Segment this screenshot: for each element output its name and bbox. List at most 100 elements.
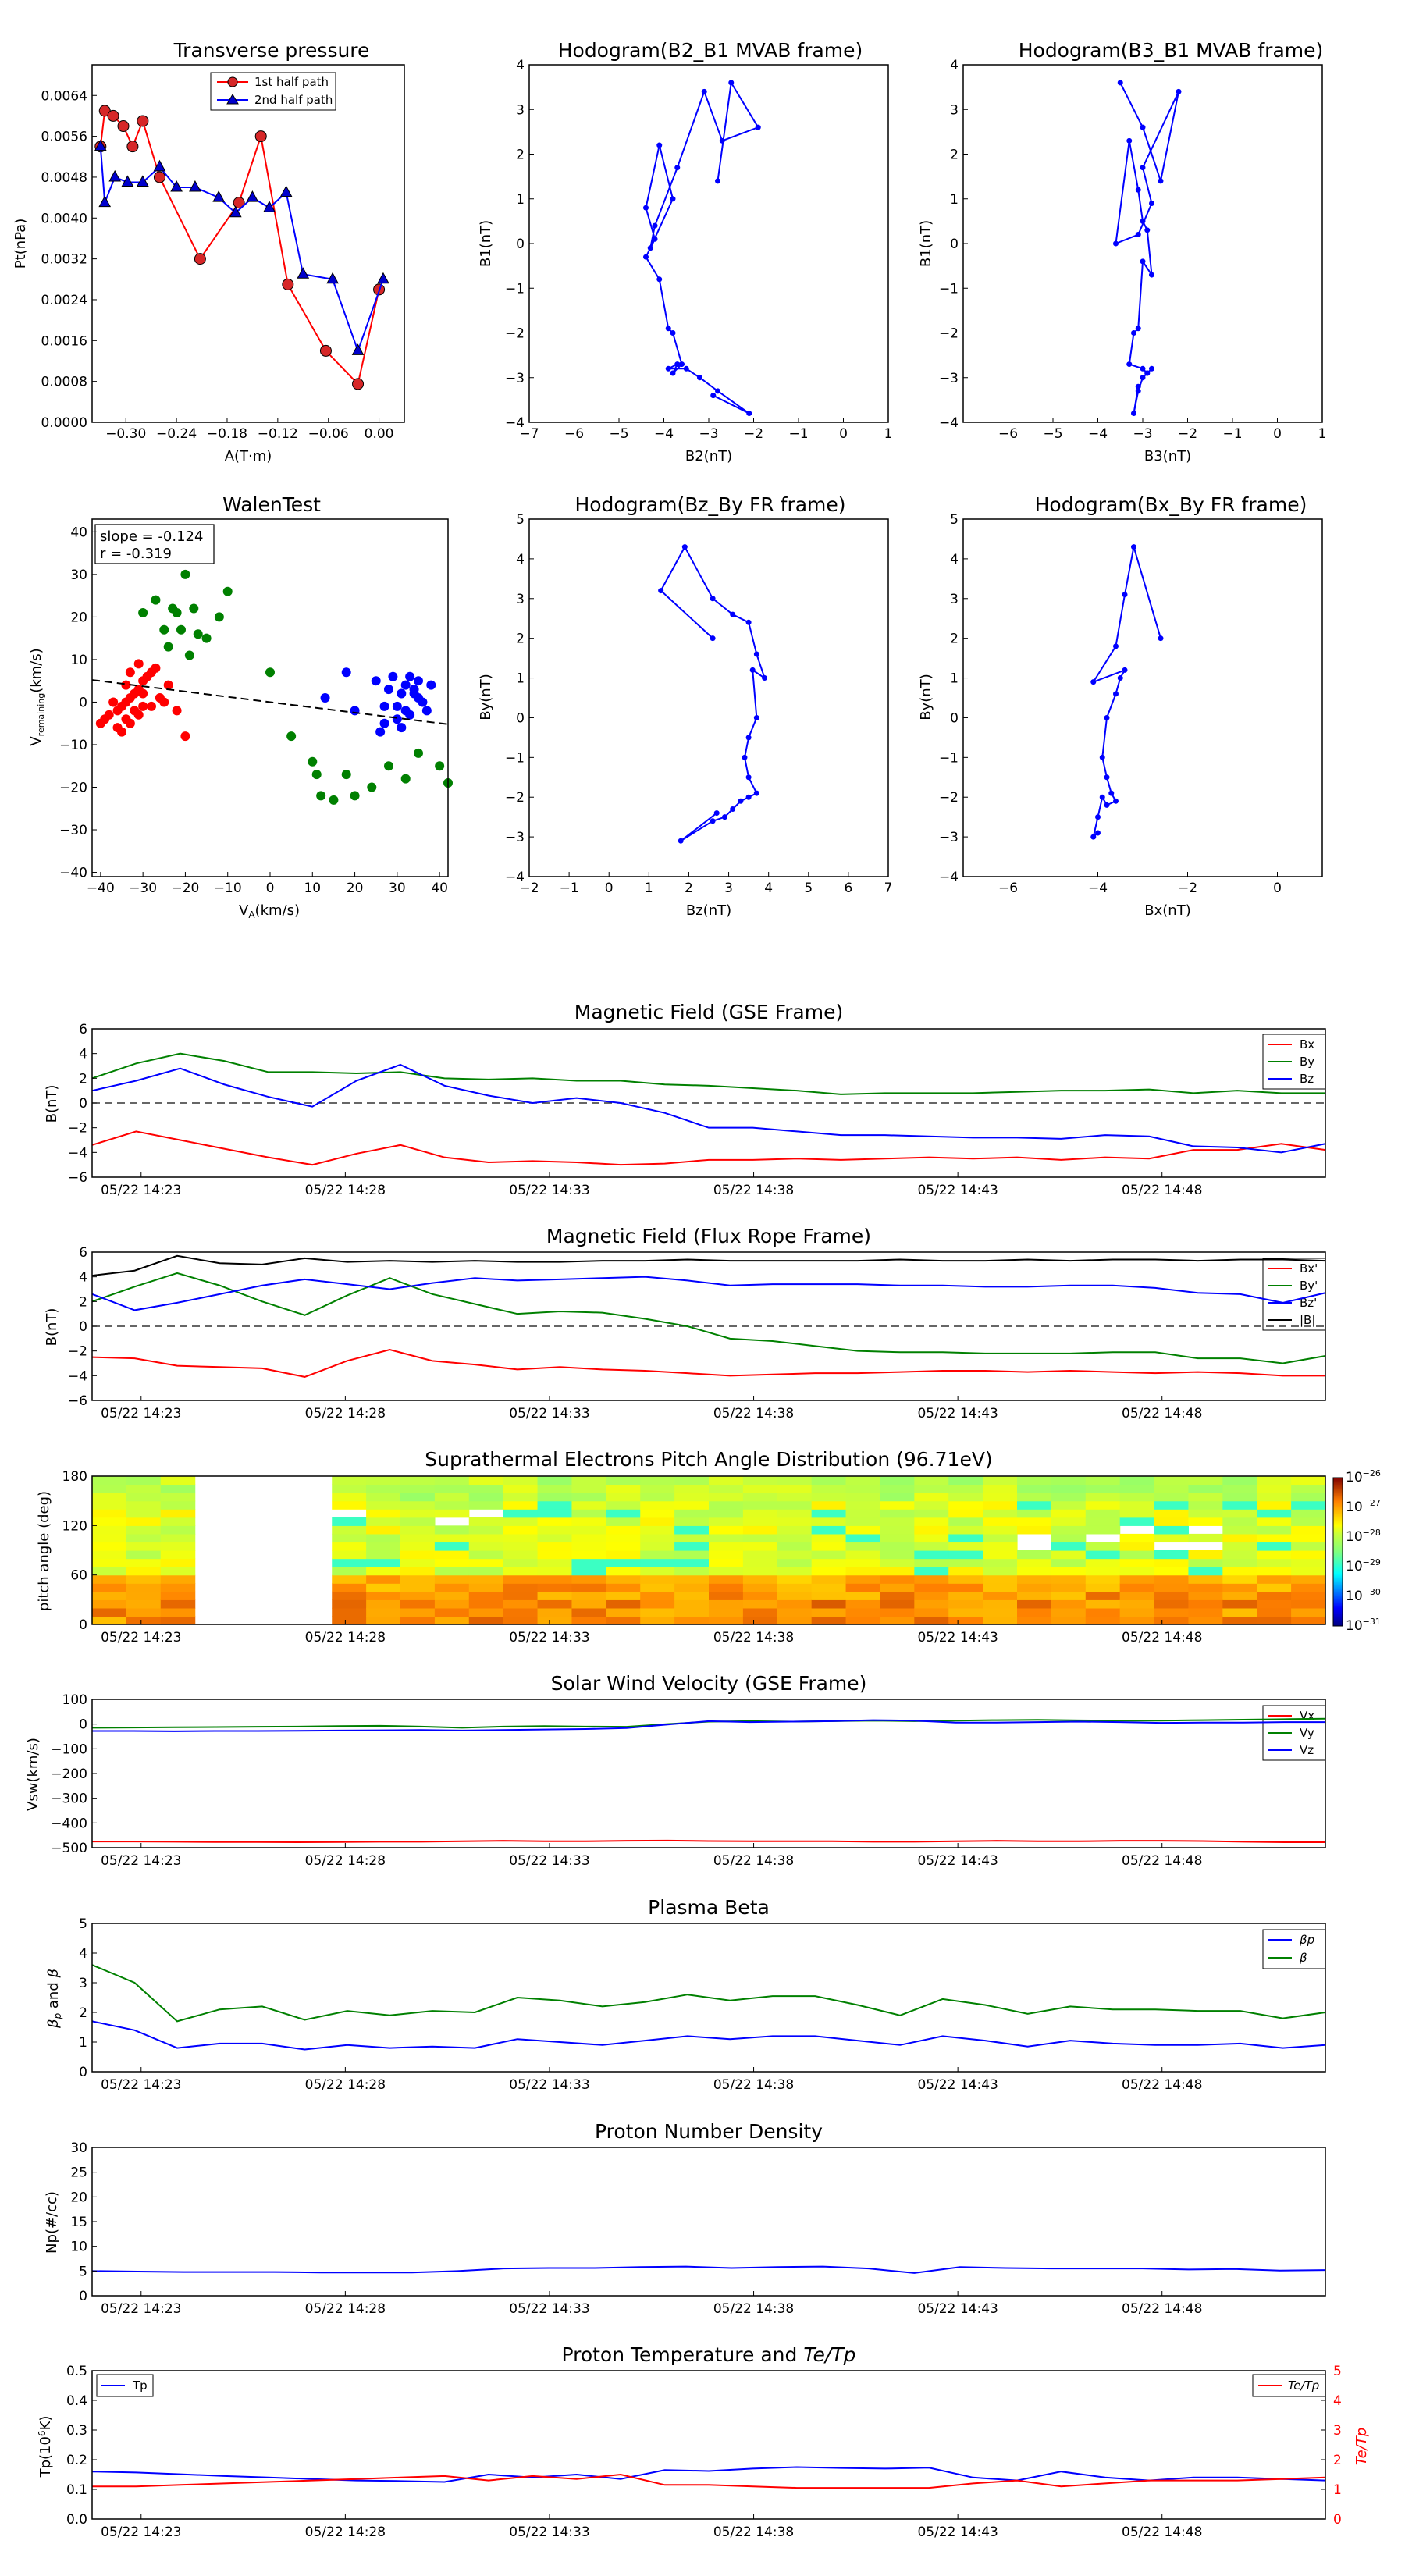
hodogram-bx-by-point bbox=[1099, 754, 1105, 760]
pitch-angle-cell bbox=[983, 1500, 1018, 1510]
pitch-angle-cell bbox=[1119, 1500, 1155, 1510]
walen-test-point-blue bbox=[397, 688, 407, 699]
pitch-angle-cell bbox=[606, 1525, 641, 1535]
pitch-angle-cell bbox=[400, 1517, 436, 1526]
pitch-angle-cell bbox=[1119, 1542, 1155, 1551]
hodogram-bx-by-point bbox=[1095, 830, 1101, 836]
pitch-angle-cell bbox=[503, 1616, 539, 1625]
pitch-angle-cell bbox=[948, 1583, 984, 1592]
pitch-angle-cell bbox=[1154, 1476, 1190, 1485]
walen-test-point-blue bbox=[384, 685, 393, 695]
pitch-angle-cell bbox=[1222, 1607, 1257, 1617]
pitch-angle-cell bbox=[1188, 1616, 1223, 1625]
pitch-angle-cell bbox=[914, 1574, 949, 1584]
pitch-angle-cell bbox=[1119, 1558, 1155, 1567]
pitch-angle-cell bbox=[1291, 1607, 1326, 1617]
pitch-angle-cell bbox=[709, 1476, 744, 1485]
pitch-angle-cell bbox=[880, 1616, 915, 1625]
title-proton-temperature-math: Te/Tp bbox=[803, 2343, 855, 2366]
walen-test-point-green bbox=[329, 795, 339, 805]
title-walen-test: WalenTest bbox=[222, 493, 321, 516]
ylabel-hodogram-b2-b1: B1(nT) bbox=[478, 220, 494, 267]
pitch-angle-cell bbox=[92, 1550, 127, 1560]
pitch-angle-cell bbox=[571, 1476, 606, 1485]
hodogram-bz-by-point bbox=[721, 814, 727, 820]
pitch-angle-cell bbox=[983, 1616, 1018, 1625]
pitch-angle-cell bbox=[537, 1517, 573, 1526]
legend-marker-2nd bbox=[226, 94, 239, 105]
hodogram-b3-b1-xtick-label: −3 bbox=[1133, 426, 1152, 442]
pitch-angle-cell bbox=[948, 1517, 984, 1526]
magnetic-field-gse-ytick-label: −6 bbox=[68, 1170, 87, 1186]
pitch-angle-cell bbox=[674, 1558, 710, 1567]
pitch-angle-cell bbox=[914, 1476, 949, 1485]
pitch-angle-cell bbox=[1051, 1533, 1087, 1543]
colorbar-label-3: 10−28 bbox=[1346, 1528, 1381, 1545]
pitch-angle-cell bbox=[1257, 1616, 1292, 1625]
pitch-angle-cell bbox=[1119, 1583, 1155, 1592]
pitch-angle-cell bbox=[503, 1567, 539, 1576]
hodogram-bz-by-frame bbox=[528, 518, 889, 877]
hodogram-bx-by-point bbox=[1104, 802, 1110, 808]
pitch-angle-cell bbox=[1257, 1493, 1292, 1502]
pitch-angle-cell bbox=[468, 1591, 504, 1600]
pitch-angle-cell bbox=[606, 1558, 641, 1567]
pitch-angle-cell bbox=[400, 1567, 436, 1576]
proton-density-xtick-label: 05/22 14:28 bbox=[305, 2301, 386, 2317]
pitch-angle-cell bbox=[914, 1599, 949, 1609]
hodogram-b3-b1-xtick-label: −4 bbox=[1088, 426, 1108, 442]
walen-test-point-red bbox=[133, 710, 144, 720]
walen-test-point-blue bbox=[320, 693, 330, 703]
magnetic-field-gse-line-bx bbox=[91, 1130, 1326, 1166]
pitch-angle-cell bbox=[332, 1583, 367, 1592]
hodogram-b3-b1-point bbox=[1176, 88, 1182, 94]
pitch-angle-cell bbox=[1119, 1484, 1155, 1493]
pitch-angle-cell bbox=[640, 1542, 675, 1551]
pitch-angle-cell bbox=[434, 1476, 470, 1485]
pitch-angle-cell bbox=[606, 1500, 641, 1510]
magnetic-field-gse-line-bz bbox=[91, 1063, 1326, 1154]
pitch-angle-cell bbox=[400, 1525, 436, 1535]
solar-wind-velocity-ytick-label: −400 bbox=[51, 1816, 87, 1831]
hodogram-bz-by-point bbox=[753, 651, 759, 657]
proton-temperature-xtick-label: 05/22 14:33 bbox=[509, 2524, 589, 2540]
pitch-angle-cell bbox=[468, 1616, 504, 1625]
title-plasma-beta: Plasma Beta bbox=[648, 1896, 770, 1919]
hodogram-bx-by-point bbox=[1122, 667, 1128, 673]
hodogram-b3-b1-point bbox=[1135, 383, 1141, 390]
hodogram-bz-by-xtick-label: −1 bbox=[560, 881, 579, 896]
title-proton-temperature-text: Proton Temperature and bbox=[561, 2343, 797, 2366]
hodogram-b2-b1-point bbox=[683, 365, 689, 372]
pitch-angle-cell bbox=[1257, 1599, 1292, 1609]
hodogram-b3-b1-point bbox=[1135, 388, 1141, 394]
pitch-angle-cell bbox=[948, 1542, 984, 1551]
hodogram-b2-b1-frame bbox=[528, 64, 889, 423]
hodogram-bz-by-ytick-label: 2 bbox=[516, 632, 525, 647]
pitch-angle-cell bbox=[537, 1542, 573, 1551]
pitch-angle-cell bbox=[811, 1591, 847, 1600]
pitch-angle-cell bbox=[1257, 1591, 1292, 1600]
pitch-angle-cell bbox=[366, 1517, 401, 1526]
title-pitch-angle: Suprathermal Electrons Pitch Angle Distr… bbox=[425, 1448, 992, 1471]
pitch-angle-cell bbox=[777, 1533, 813, 1543]
pitch-angle-cell bbox=[640, 1567, 675, 1576]
pitch-angle-cell bbox=[126, 1517, 162, 1526]
pitch-angle-cell bbox=[400, 1476, 436, 1485]
pitch-angle-cell bbox=[1257, 1558, 1292, 1567]
walen-test-ytick-label: 40 bbox=[70, 525, 87, 540]
pitch-angle-cell bbox=[366, 1509, 401, 1518]
hodogram-b3-b1-point bbox=[1149, 200, 1154, 206]
walen-test-point-green bbox=[151, 595, 161, 605]
pitch-angle-cell bbox=[468, 1583, 504, 1592]
pitch-angle-cell bbox=[366, 1567, 401, 1576]
walen-test-point-red bbox=[147, 701, 156, 711]
pitch-angle-cell bbox=[1017, 1525, 1052, 1535]
hodogram-bx-by-path bbox=[1091, 546, 1161, 839]
transverse-pressure-point bbox=[319, 344, 332, 357]
legend-magnetic-field-fr: Bx' By' Bz' |B| bbox=[1262, 1258, 1326, 1331]
pitch-angle-cell bbox=[742, 1476, 778, 1485]
walen-test-xtick-label: −10 bbox=[214, 881, 242, 896]
walen-test-point-green bbox=[308, 756, 318, 767]
proton-density-xtick-label: 05/22 14:38 bbox=[713, 2301, 794, 2317]
